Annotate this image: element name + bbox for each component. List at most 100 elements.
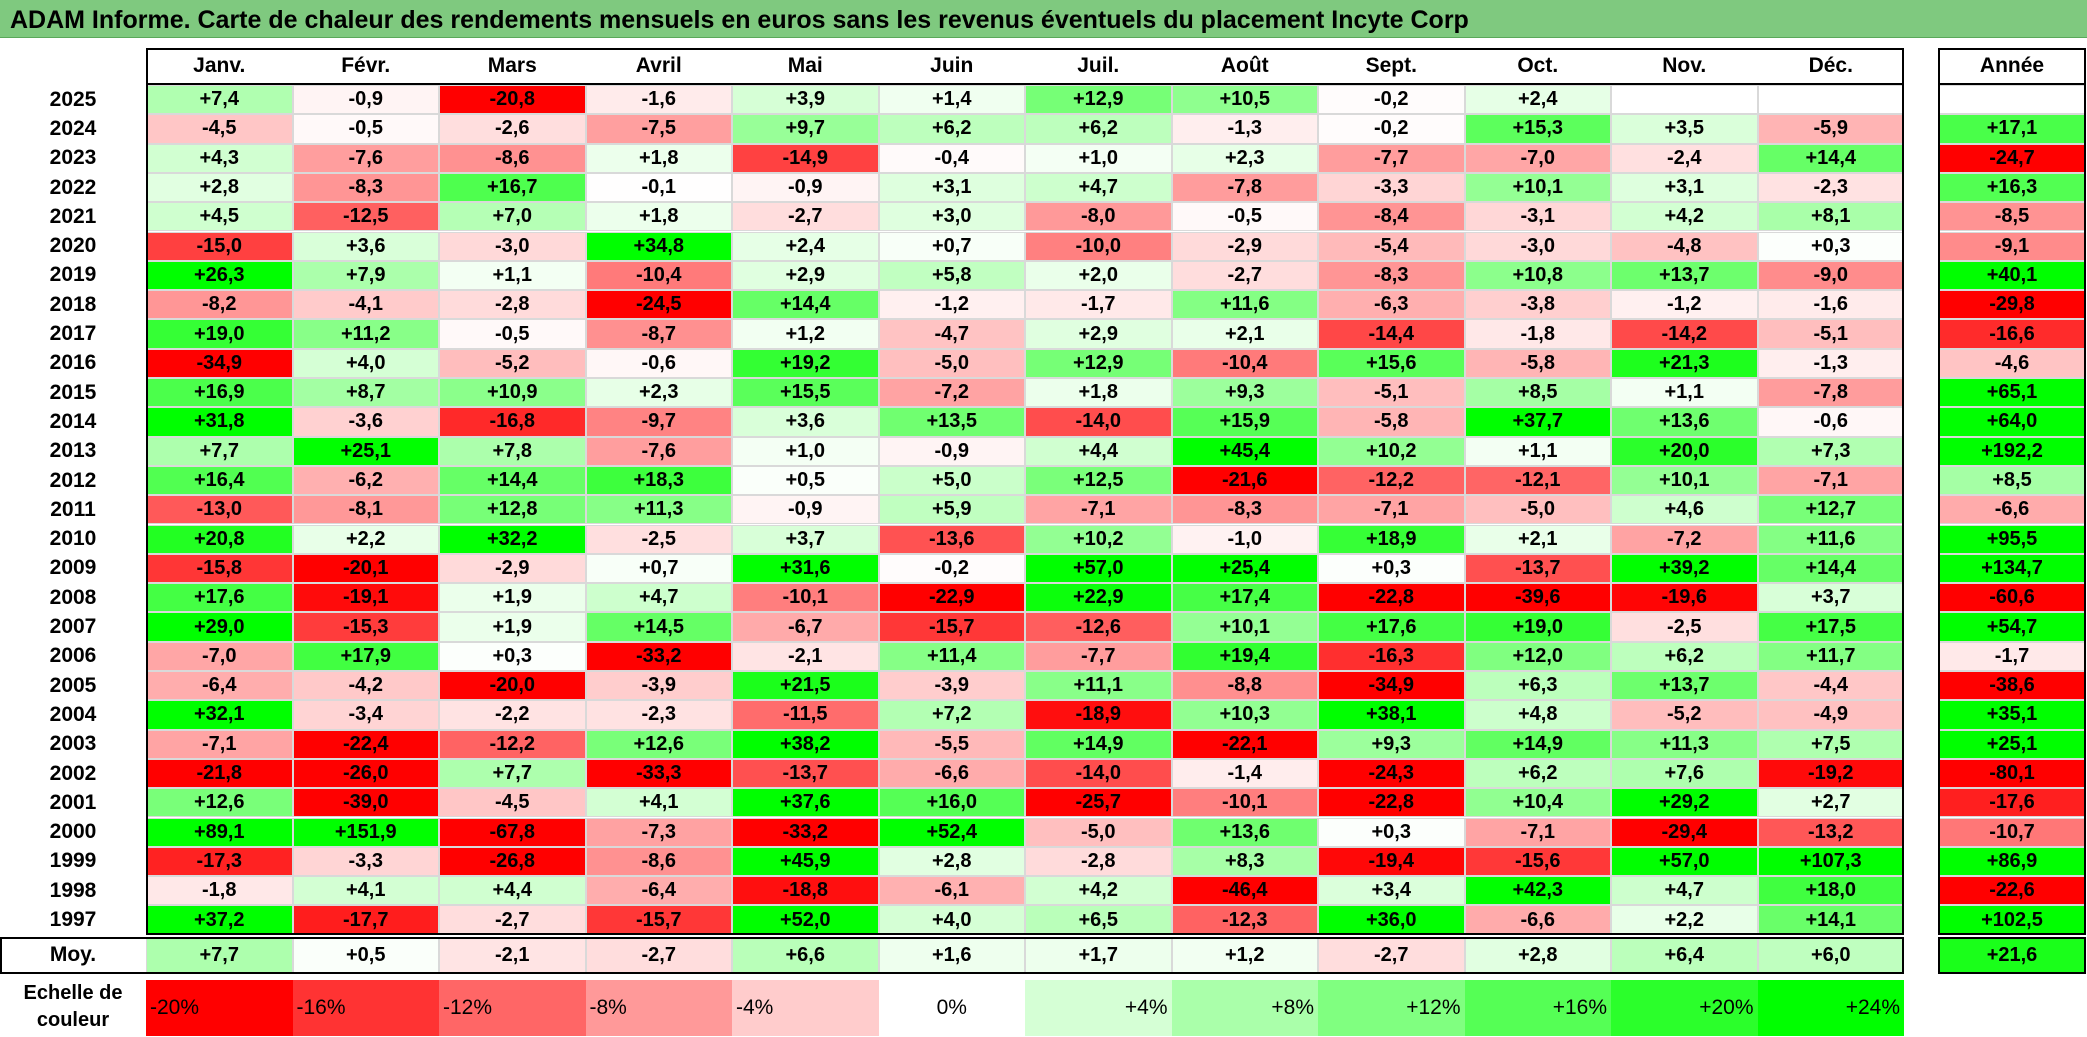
heatmap-cell: -7,1 xyxy=(1464,817,1611,847)
heatmap-cell: +10,9 xyxy=(439,378,586,408)
year-label: 2018 xyxy=(49,292,97,316)
heatmap-cell: -12,6 xyxy=(1025,612,1172,642)
heatmap-cell: +15,6 xyxy=(1318,348,1465,378)
annual-cell: +16,3 xyxy=(1938,172,2086,203)
annual-cell: +65,1 xyxy=(1938,378,2086,408)
heatmap-cell: -17,7 xyxy=(292,905,439,935)
heatmap-cell: -8,1 xyxy=(292,495,439,525)
heatmap-cell: -15,7 xyxy=(585,905,732,935)
heatmap-cell: +2,1 xyxy=(1464,524,1611,554)
heatmap-cell: -3,0 xyxy=(1464,231,1611,261)
heatmap-cell: +3,4 xyxy=(1318,876,1465,906)
year-label: 2019 xyxy=(49,263,97,287)
average-cell: -2,7 xyxy=(585,937,732,973)
heatmap-cell: -46,4 xyxy=(1171,876,1318,906)
annual-cell: -6,6 xyxy=(1938,495,2086,525)
heatmap-cell: +4,4 xyxy=(1025,436,1172,466)
heatmap-cell: +4,8 xyxy=(1464,700,1611,730)
heatmap-cell: +1,8 xyxy=(585,143,732,173)
heatmap-cell: +19,4 xyxy=(1171,641,1318,671)
year-label: 2002 xyxy=(49,761,97,785)
year-label: 1997 xyxy=(49,908,97,932)
heatmap-cell: +45,4 xyxy=(1171,436,1318,466)
month-header: Mai xyxy=(732,48,879,85)
heatmap-cell: +14,5 xyxy=(585,612,732,642)
heatmap-cell: +1,8 xyxy=(585,202,732,232)
heatmap-cell: -8,3 xyxy=(292,172,439,203)
heatmap-cell: -19,6 xyxy=(1611,583,1758,613)
heatmap-cell: -14,9 xyxy=(732,143,879,173)
heatmap-cell: +2,8 xyxy=(878,846,1025,877)
heatmap-cell: -22,8 xyxy=(1318,788,1465,818)
heatmap-cell: +17,5 xyxy=(1757,612,1904,642)
heatmap-cell: -7,8 xyxy=(1757,378,1904,408)
heatmap-cell: -19,1 xyxy=(292,583,439,613)
annual-cell: -22,6 xyxy=(1938,876,2086,906)
heatmap-cell: +1,1 xyxy=(1611,378,1758,408)
heatmap-cell: +13,7 xyxy=(1611,260,1758,291)
heatmap-cell: -0,9 xyxy=(732,172,879,203)
heatmap-cell: +5,0 xyxy=(878,465,1025,496)
heatmap-cell: +10,1 xyxy=(1464,172,1611,203)
heatmap-cell: +12,7 xyxy=(1757,495,1904,525)
average-cell: +0,5 xyxy=(292,937,439,973)
heatmap-cell: +89,1 xyxy=(146,817,293,847)
heatmap-cell: +1,2 xyxy=(732,319,879,349)
annual-cell: -38,6 xyxy=(1938,671,2086,701)
heatmap-cell: -2,2 xyxy=(439,700,586,730)
heatmap-cell: -2,7 xyxy=(1171,260,1318,291)
heatmap-cell: -18,9 xyxy=(1025,700,1172,730)
annual-cell: +86,9 xyxy=(1938,846,2086,877)
heatmap-cell: -2,1 xyxy=(732,641,879,671)
heatmap-cell: +7,7 xyxy=(146,436,293,466)
heatmap-cell: -7,1 xyxy=(1757,465,1904,496)
annual-cell: +40,1 xyxy=(1938,260,2086,291)
heatmap-cell: -0,9 xyxy=(732,495,879,525)
heatmap-cell: +0,3 xyxy=(1318,553,1465,584)
average-cell: +1,7 xyxy=(1025,937,1172,973)
heatmap-cell: +25,4 xyxy=(1171,553,1318,584)
heatmap-cell: +0,3 xyxy=(439,641,586,671)
heatmap-cell: -2,9 xyxy=(439,553,586,584)
annual-cell: +95,5 xyxy=(1938,524,2086,554)
heatmap-cell: -33,3 xyxy=(585,758,732,789)
heatmap-cell xyxy=(1757,85,1904,115)
heatmap-cell: -13,0 xyxy=(146,495,293,525)
heatmap-cell: +19,0 xyxy=(1464,612,1611,642)
month-header: Oct. xyxy=(1464,48,1611,85)
heatmap-cell: -6,6 xyxy=(1464,905,1611,935)
heatmap-cell: +4,1 xyxy=(292,876,439,906)
heatmap-cell: -3,4 xyxy=(292,700,439,730)
heatmap-cell: -12,3 xyxy=(1171,905,1318,935)
color-scale-stop: +4% xyxy=(1025,980,1172,1036)
heatmap-cell: +14,1 xyxy=(1757,905,1904,935)
heatmap-cell: +7,5 xyxy=(1757,729,1904,759)
heatmap-cell: -13,7 xyxy=(1464,553,1611,584)
heatmap-cell: -17,3 xyxy=(146,846,293,877)
heatmap-cell: +12,9 xyxy=(1025,348,1172,378)
heatmap-cell: +7,4 xyxy=(146,85,293,115)
heatmap-cell: +6,2 xyxy=(878,114,1025,144)
heatmap-cell: +4,1 xyxy=(585,788,732,818)
heatmap-cell: -12,1 xyxy=(1464,465,1611,496)
heatmap-cell: +36,0 xyxy=(1318,905,1465,935)
heatmap-cell: +11,6 xyxy=(1171,290,1318,320)
heatmap-cell: -3,8 xyxy=(1464,290,1611,320)
heatmap-cell: -7,8 xyxy=(1171,172,1318,203)
heatmap-cell: -3,3 xyxy=(1318,172,1465,203)
heatmap-cell: -3,0 xyxy=(439,231,586,261)
annual-cell xyxy=(1938,85,2086,115)
heatmap-cell: -16,3 xyxy=(1318,641,1465,671)
heatmap-cell: -26,0 xyxy=(292,758,439,789)
heatmap-cell: +15,9 xyxy=(1171,407,1318,437)
color-scale-stop: 0% xyxy=(878,980,1025,1036)
heatmap-cell: -10,1 xyxy=(732,583,879,613)
heatmap-cell: +7,0 xyxy=(439,202,586,232)
heatmap-cell: +2,3 xyxy=(1171,143,1318,173)
heatmap-cell: -5,8 xyxy=(1464,348,1611,378)
heatmap-cell: +1,0 xyxy=(732,436,879,466)
heatmap-cell: +57,0 xyxy=(1025,553,1172,584)
month-header: Août xyxy=(1171,48,1318,85)
heatmap-cell: +5,8 xyxy=(878,260,1025,291)
